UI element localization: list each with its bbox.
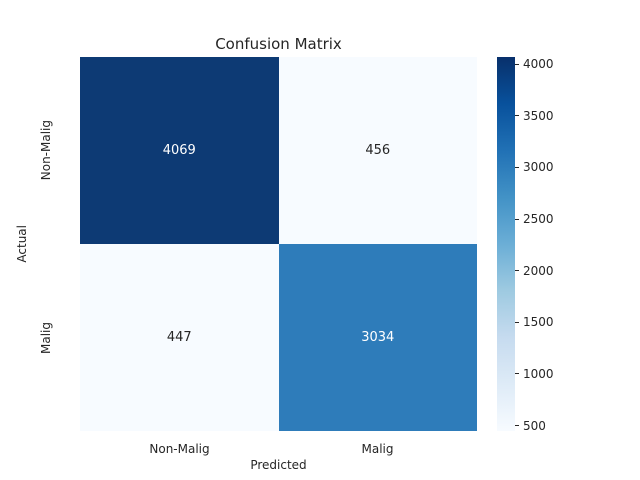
y-tick-text: Non-Malig bbox=[39, 120, 53, 181]
colorbar-tick-label: 3000 bbox=[523, 160, 554, 175]
colorbar-tick-mark bbox=[515, 373, 519, 375]
colorbar-tick: 2000 bbox=[515, 264, 554, 278]
heatmap-cell: 4069 bbox=[80, 57, 279, 244]
cell-value: 3034 bbox=[361, 330, 395, 345]
x-axis-title: Predicted bbox=[250, 458, 307, 472]
colorbar-tick-mark bbox=[515, 425, 519, 427]
colorbar-tick: 3500 bbox=[515, 109, 554, 123]
colorbar-tick-mark bbox=[515, 270, 519, 272]
colorbar-tick-label: 1000 bbox=[523, 366, 554, 381]
x-axis-tick-label-non-malig: Non-Malig bbox=[149, 442, 210, 456]
colorbar-tick: 1500 bbox=[515, 315, 554, 329]
colorbar-tick-mark bbox=[515, 63, 519, 65]
colorbar-tick-mark bbox=[515, 166, 519, 168]
chart-title: Confusion Matrix bbox=[215, 35, 342, 53]
x-axis-tick-label-malig: Malig bbox=[361, 442, 394, 456]
cell-value: 447 bbox=[166, 330, 192, 345]
colorbar-tick: 2500 bbox=[515, 212, 554, 226]
colorbar-tick: 500 bbox=[515, 419, 546, 433]
colorbar-tick: 1000 bbox=[515, 367, 554, 381]
y-axis-tick-label-non-malig: Non-Malig bbox=[38, 57, 54, 244]
colorbar-tick-mark bbox=[515, 321, 519, 323]
colorbar-tick-label: 3500 bbox=[523, 108, 554, 123]
cell-value: 4069 bbox=[162, 143, 196, 158]
colorbar-tick-label: 4000 bbox=[523, 57, 554, 72]
colorbar: 500 1000 1500 2000 2500 3000 3500 4000 bbox=[497, 57, 554, 433]
colorbar-tick-mark bbox=[515, 115, 519, 117]
colorbar-tick-label: 500 bbox=[523, 418, 546, 433]
colorbar-tick-label: 1500 bbox=[523, 315, 554, 330]
colorbar-tick: 4000 bbox=[515, 57, 554, 71]
y-tick-text: Malig bbox=[39, 321, 53, 354]
y-axis-tick-label-malig: Malig bbox=[38, 244, 54, 431]
y-axis-title: Actual bbox=[14, 57, 30, 431]
y-axis-title-text: Actual bbox=[15, 225, 29, 263]
colorbar-gradient bbox=[497, 57, 515, 431]
heatmap-cell: 456 bbox=[278, 57, 477, 244]
colorbar-tick-mark bbox=[515, 218, 519, 220]
heatmap-grid: 4069 456 447 3034 bbox=[80, 57, 477, 431]
colorbar-tick-label: 2500 bbox=[523, 212, 554, 226]
heatmap-cell: 3034 bbox=[278, 244, 477, 431]
colorbar-tick-label: 2000 bbox=[523, 263, 554, 278]
colorbar-tick: 3000 bbox=[515, 160, 554, 174]
heatmap-cell: 447 bbox=[80, 244, 279, 431]
cell-value: 456 bbox=[365, 143, 391, 158]
